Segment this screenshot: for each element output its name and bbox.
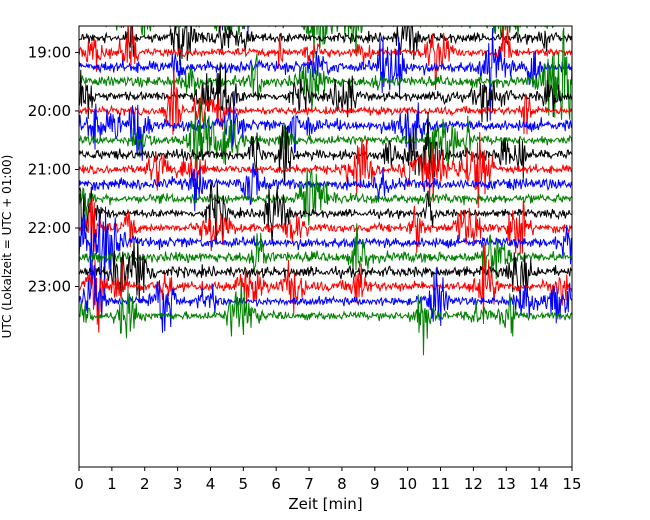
trace-15	[79, 167, 572, 226]
trace-20	[79, 237, 572, 304]
x-tick-label-14: 14	[530, 475, 549, 493]
trace-23	[79, 279, 572, 356]
y-tick-label-2: 20:00	[28, 102, 71, 120]
trace-1	[219, 26, 223, 29]
trace-11	[79, 97, 572, 170]
x-tick-label-9: 9	[370, 475, 380, 493]
trace-10	[79, 91, 572, 161]
trace-0	[77, 0, 574, 22]
trace-8	[79, 62, 572, 123]
x-tick-label-15: 15	[562, 475, 581, 493]
x-tick-label-7: 7	[304, 475, 314, 493]
y-tick-label-4: 22:00	[28, 219, 71, 237]
x-tick-label-1: 1	[107, 475, 117, 493]
x-tick-label-5: 5	[239, 475, 249, 493]
x-tick-label-8: 8	[337, 475, 347, 493]
y-tick-label-3: 21:00	[28, 160, 71, 178]
plot-frame	[78, 25, 573, 468]
x-tick-label-3: 3	[173, 475, 183, 493]
x-axis-title: Zeit [min]	[288, 495, 362, 513]
trace-9	[79, 69, 572, 135]
y-axis: 18:00 19:00 20:00 21:00 22:00 23:00	[28, 0, 79, 296]
trace-19	[79, 223, 572, 280]
trace-6	[79, 28, 572, 121]
trace-14	[79, 162, 572, 212]
x-tick-label-11: 11	[431, 475, 450, 493]
trace-13	[79, 131, 572, 209]
x-tick-label-6: 6	[271, 475, 281, 493]
x-tick-label-13: 13	[497, 475, 516, 493]
y-tick-label-0: 18:00	[28, 0, 71, 3]
y-tick-label-5: 23:00	[28, 278, 71, 296]
seismic-traces	[77, 0, 574, 356]
trace-5	[79, 26, 572, 90]
y-axis-title: UTC (Lokalzeit = UTC + 01:00)	[0, 155, 14, 339]
x-tick-label-2: 2	[140, 475, 150, 493]
x-tick-label-0: 0	[74, 475, 84, 493]
trace-12	[79, 112, 572, 184]
trace-4	[79, 26, 572, 66]
trace-22	[79, 259, 572, 333]
y-tick-label-1: 19:00	[28, 43, 71, 61]
trace-17	[79, 197, 572, 255]
trace-7	[79, 27, 572, 120]
trace-16	[79, 181, 572, 245]
x-tick-label-4: 4	[206, 475, 216, 493]
x-axis: 0 1 2 3 4 5 6 7 8 9 10 11 12 13 14 15	[74, 467, 582, 493]
x-tick-label-10: 10	[398, 475, 417, 493]
x-tick-label-12: 12	[464, 475, 483, 493]
trace-3	[79, 26, 561, 58]
